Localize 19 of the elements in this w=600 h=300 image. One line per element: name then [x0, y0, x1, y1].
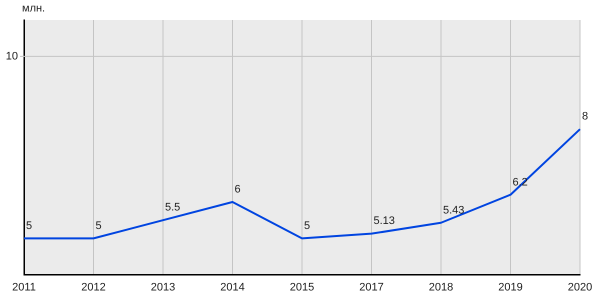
- data-label: 5: [96, 220, 102, 232]
- data-label: 5.43: [443, 204, 464, 216]
- x-tick-label: 2011: [12, 281, 36, 294]
- data-label: 5: [26, 220, 32, 232]
- x-tick-label: 2018: [428, 281, 454, 294]
- x-tick-label: 2020: [568, 281, 592, 294]
- data-label: 8: [582, 110, 588, 123]
- x-tick-label: 2017: [359, 281, 384, 294]
- x-tick-label: 2012: [81, 281, 106, 294]
- data-label: 6: [234, 184, 241, 196]
- x-tick-label: 2015: [290, 281, 314, 294]
- data-label: 5.13: [374, 215, 395, 228]
- data-label: 5.5: [165, 202, 180, 214]
- x-tick-label: 2014: [220, 281, 245, 294]
- x-tick-label: 2013: [150, 281, 176, 294]
- y-axis-title: млн.: [22, 2, 46, 15]
- ref-line-label: 10: [6, 50, 18, 62]
- x-tick-label: 2019: [498, 281, 523, 294]
- data-label: 5: [304, 220, 310, 232]
